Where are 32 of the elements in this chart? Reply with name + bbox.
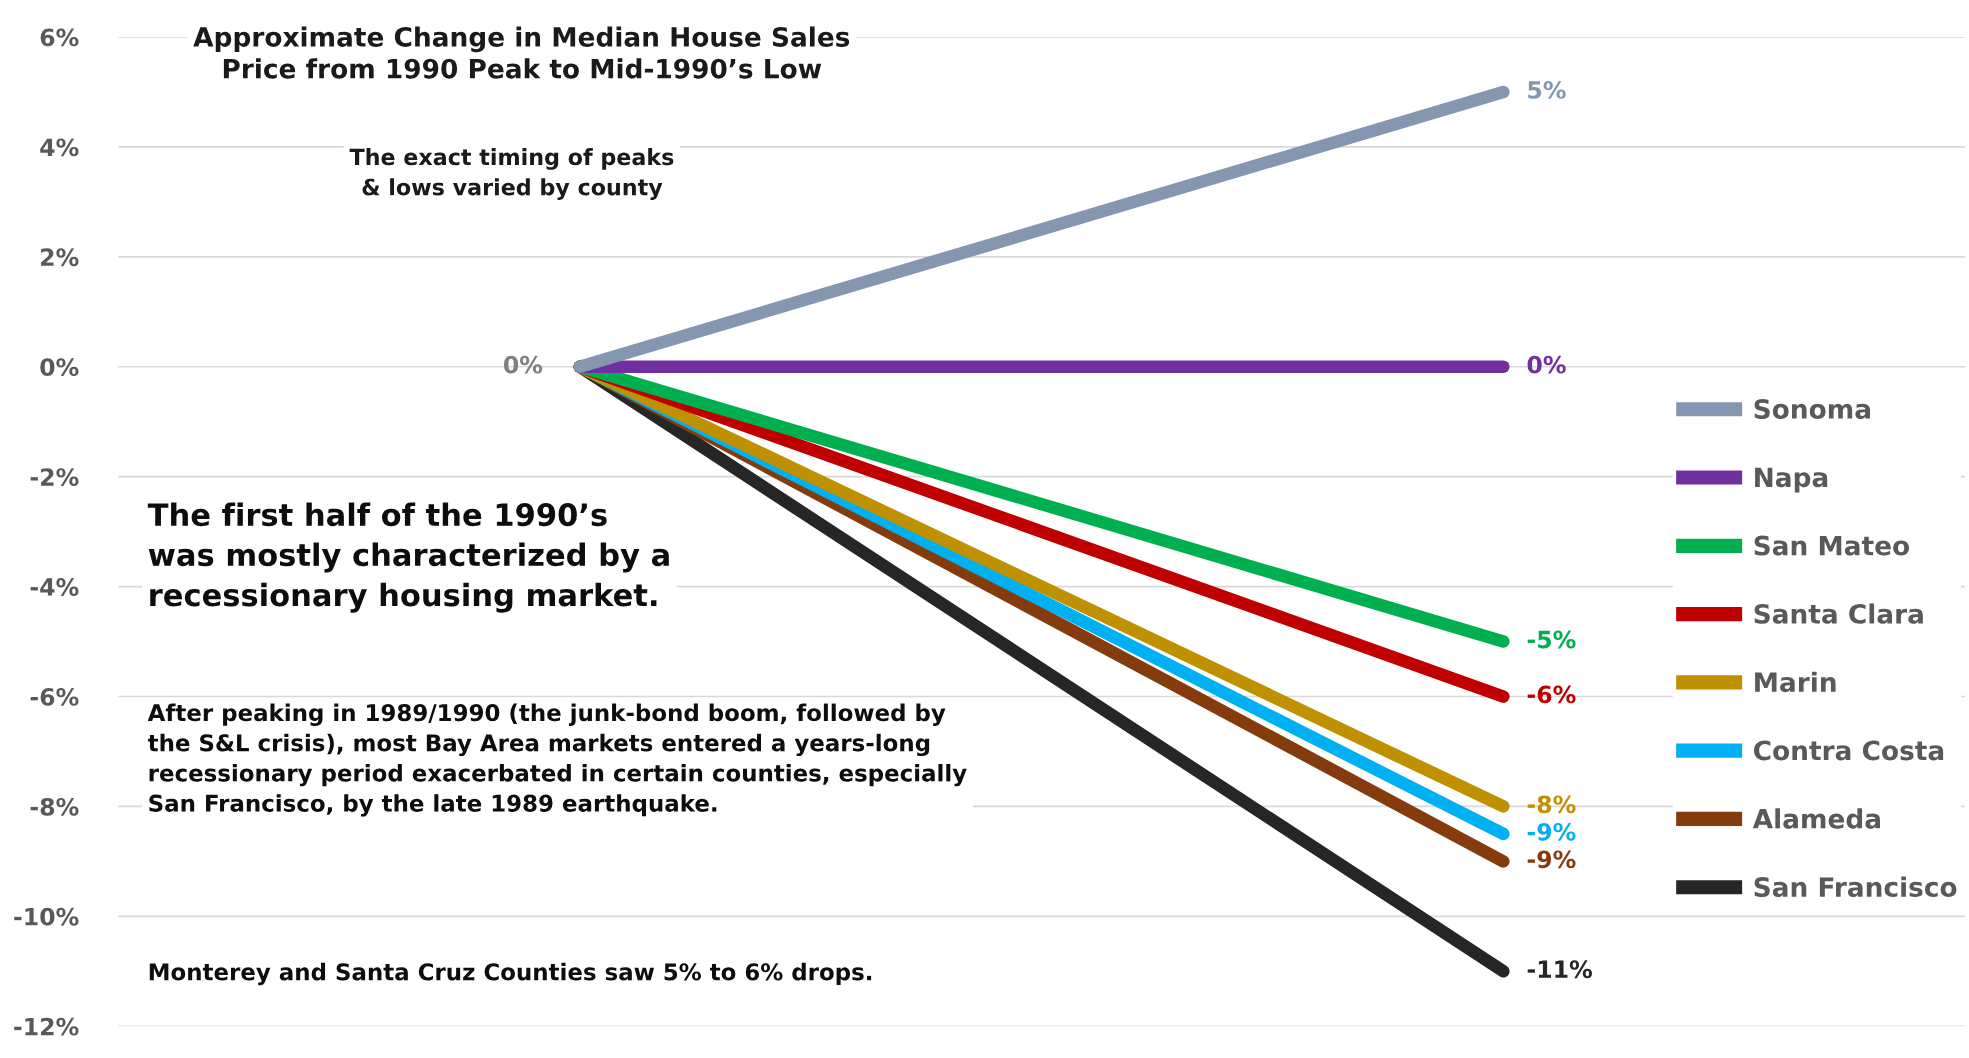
legend-label: Sonoma: [1754, 399, 1870, 419]
data-label: -5%: [1527, 630, 1576, 649]
legend-label: Alameda: [1752, 808, 1880, 829]
legend-label: Napa: [1755, 467, 1828, 493]
data-label: -9%: [1527, 850, 1576, 869]
legend-label: Santa Clara: [1754, 603, 1923, 624]
annotation: The first half of the 1990’s was mostly characterized by a recessionary housing market.: [147, 502, 669, 613]
legend-label: San Francisco: [1754, 876, 1957, 898]
data-label: -8%: [1527, 795, 1576, 814]
data-label: 5%: [1528, 80, 1566, 99]
annotation: After peaking in 1989/1990 (the junk-bond boom, followed by the S&L crisis), most Bay Area markets entered a years-long recessionary period exacerbated in certain counties, especially San Francisco, by the late 1989 earthquake.: [147, 703, 967, 817]
data-label: 0%: [503, 355, 543, 374]
legend-label: Marin: [1755, 671, 1836, 693]
y-tick-label: -8%: [30, 797, 79, 816]
text: The exact timing of peaks & lows varied by county: [349, 148, 674, 200]
y-tick-label: -6%: [30, 687, 79, 706]
legend-label: Contra Costa: [1754, 740, 1944, 761]
y-tick-label: -10%: [14, 907, 79, 926]
y-tick-label: -4%: [30, 578, 79, 596]
y-tick-label: 6%: [40, 28, 79, 47]
y-tick-label: -2%: [30, 468, 79, 486]
legend-label: San Mateo: [1754, 535, 1910, 556]
data-label: -11%: [1527, 960, 1592, 979]
y-tick-label: 2%: [41, 248, 79, 267]
data-label: -9%: [1527, 822, 1576, 841]
y-tick-label: -12%: [14, 1017, 79, 1036]
data-label: -6%: [1527, 685, 1576, 704]
chart-title: Approximate Change in Median House Sales Price from 1990 Peak to Mid-1990’s Low: [193, 26, 850, 79]
data-label: 0%: [1527, 355, 1566, 374]
y-tick-label: 0%: [40, 358, 79, 377]
y-tick-label: 4%: [40, 138, 79, 157]
annotation: Monterey and Santa Cruz Counties saw 5% to 6% drops.: [149, 962, 872, 986]
